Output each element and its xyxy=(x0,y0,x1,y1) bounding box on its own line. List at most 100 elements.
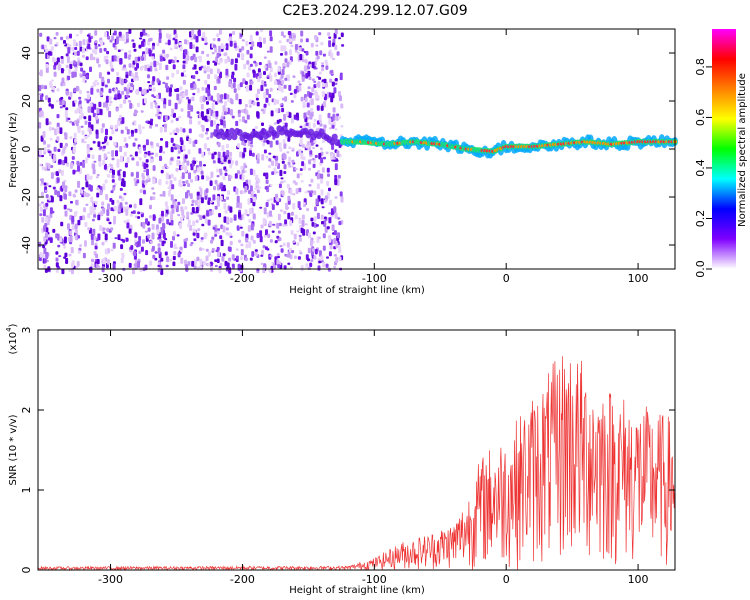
spectrogram-noise-point xyxy=(40,191,44,197)
spectrogram-noise-point xyxy=(178,116,182,119)
spectrogram-noise-point xyxy=(151,223,155,230)
spectrogram-y-label: Frequency (Hz) xyxy=(8,112,19,188)
spectrogram-noise-point xyxy=(321,62,324,65)
spectrogram-noise-point xyxy=(269,198,273,201)
spectrogram-noise-point xyxy=(212,194,216,201)
spectrogram-noise-point xyxy=(54,189,58,195)
spectrogram-noise-point xyxy=(191,29,195,37)
spectrogram-noise-point xyxy=(339,191,343,197)
spectrogram-noise-point xyxy=(103,47,107,52)
spectrogram-noise-point xyxy=(52,228,56,233)
spectrogram-noise-point xyxy=(263,83,267,87)
spectrogram-noise-point xyxy=(124,201,128,205)
spectrogram-noise-point xyxy=(243,147,247,153)
colorbar-ticks: 0.00.20.40.60.8 xyxy=(694,58,712,278)
spectrogram-noise-point xyxy=(162,191,166,197)
spectrogram-noise-point xyxy=(75,34,79,37)
spectrogram-noise-point xyxy=(50,79,54,82)
spectrogram-noise-point xyxy=(217,38,221,42)
spectrogram-noise-point xyxy=(71,225,75,231)
spectrogram-noise-point xyxy=(301,71,305,76)
spectrogram-noise-point xyxy=(96,192,100,198)
spectrogram-noise-point xyxy=(44,232,48,239)
spectrogram-noise-point xyxy=(221,145,225,151)
spectrogram-noise-point xyxy=(330,208,334,216)
spectrogram-noise-point xyxy=(111,179,115,183)
spectrogram-noise-point xyxy=(217,78,221,84)
spectrogram-noise-point xyxy=(169,47,173,51)
spectrogram-noise-point xyxy=(252,201,256,207)
spectrogram-noise-point xyxy=(310,98,314,106)
spectrogram-noise-point xyxy=(212,227,216,230)
spectrogram-noise-point xyxy=(214,205,218,210)
spectrogram-noise-point xyxy=(295,112,299,117)
spectrogram-noise-point xyxy=(189,119,193,125)
spectrogram-noise-point xyxy=(258,36,262,42)
spectrogram-noise-point xyxy=(164,201,168,207)
spectrogram-noise-point xyxy=(69,120,73,124)
spectrogram-noise-point xyxy=(312,248,316,252)
spectrogram-track-cell xyxy=(228,127,235,135)
spectrogram-noise-point xyxy=(50,46,54,51)
spectrogram-noise-point xyxy=(283,154,287,160)
spectrogram-noise-point xyxy=(198,265,202,270)
spectrogram-noise-point xyxy=(220,160,224,163)
spectrogram-noise-point xyxy=(142,239,145,244)
spectrogram-noise-point xyxy=(185,89,188,96)
spectrogram-noise-point xyxy=(47,97,51,103)
spectrogram-noise-point xyxy=(110,164,114,167)
spectrogram-noise-point xyxy=(129,86,133,91)
colorbar-gradient xyxy=(712,29,736,269)
spectrogram-noise-point xyxy=(211,52,215,55)
spectrogram-noise-point xyxy=(60,56,64,59)
spectrogram-noise-point xyxy=(301,59,305,63)
spectrogram-noise-point xyxy=(327,32,331,36)
spectrogram-noise-point xyxy=(330,95,334,103)
spectrogram-noise-point xyxy=(299,168,303,171)
spectrogram-noise-point xyxy=(341,44,345,47)
spectrogram-noise-point xyxy=(178,99,182,105)
spectrogram-noise-point xyxy=(170,84,173,88)
spectrogram-noise-point xyxy=(173,112,176,118)
spectrogram-noise-point xyxy=(113,97,117,100)
spectrogram-noise-point xyxy=(40,84,44,90)
spectrogram-noise-point xyxy=(105,194,109,200)
spectrogram-noise-point xyxy=(190,179,194,183)
spectrogram-noise-point xyxy=(206,60,210,65)
spectrogram-noise-point xyxy=(334,163,338,171)
spectrogram-noise-point xyxy=(170,146,174,153)
spectrogram-noise-point xyxy=(194,56,198,63)
spectrogram-noise-point xyxy=(333,238,337,245)
spectrogram-noise-point xyxy=(328,212,331,215)
spectrogram-noise-point xyxy=(81,138,85,143)
spectrogram-noise-point xyxy=(166,53,169,58)
spectrogram-noise-point xyxy=(175,127,179,132)
spectrogram-noise-point xyxy=(80,188,84,194)
spectrogram-noise-point xyxy=(157,115,161,120)
spectrogram-noise-point xyxy=(224,172,228,176)
spectrogram-noise-point xyxy=(74,99,78,104)
spectrogram-noise-point xyxy=(146,168,149,176)
spectrogram-noise-point xyxy=(79,29,83,34)
spectrogram-noise-point xyxy=(219,235,223,240)
spectrogram-noise-point xyxy=(72,169,76,175)
spectrogram-noise-point xyxy=(185,191,188,199)
spectrogram-noise-point xyxy=(234,173,238,179)
spectrogram-noise-point xyxy=(268,152,272,155)
spectrogram-noise-point xyxy=(263,71,266,75)
spectrogram-noise-point xyxy=(310,217,314,222)
spectrogram-noise-point xyxy=(307,86,311,90)
spectrogram-noise-point xyxy=(121,34,125,42)
spectrogram-noise-point xyxy=(293,255,297,259)
spectrogram-noise-point xyxy=(250,81,254,85)
spectrogram-noise-point xyxy=(323,101,327,108)
spectrogram-noise-point xyxy=(177,252,181,258)
spectrogram-noise-point xyxy=(320,189,324,196)
spectrogram-noise-point xyxy=(76,261,80,267)
spectrogram-noise-point xyxy=(227,159,231,164)
spectrogram-noise-point xyxy=(325,263,329,268)
spectrogram-noise-point xyxy=(156,61,160,66)
spectrogram-noise-point xyxy=(315,198,319,206)
spectrogram-noise-point xyxy=(45,95,49,101)
spectrogram-noise-point xyxy=(192,220,196,227)
